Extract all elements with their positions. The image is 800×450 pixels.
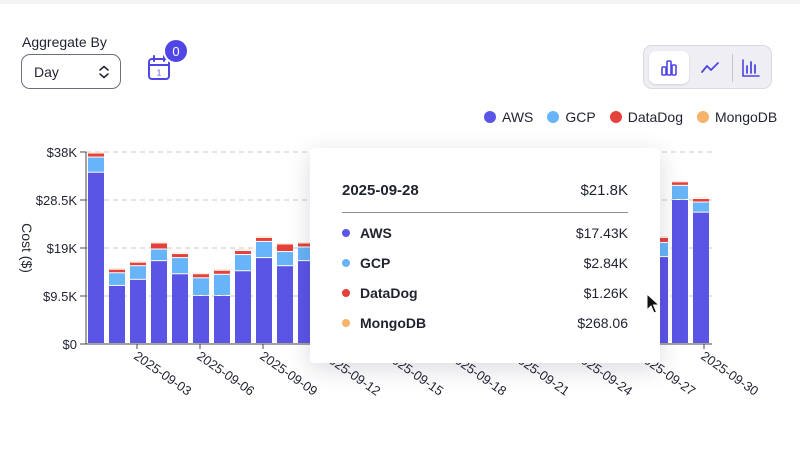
bar-segment-gcp <box>277 252 293 266</box>
bar-segment-datadog <box>672 182 688 185</box>
y-tick-label: $28.5K <box>36 193 78 208</box>
bar-segment-aws <box>277 266 293 343</box>
bar-segment-gcp <box>151 249 167 261</box>
tooltip-name-mongodb: MongoDB <box>360 315 427 331</box>
bar-segment-gcp <box>109 273 125 285</box>
tooltip-date: 2025-09-28 <box>342 182 419 199</box>
tooltip-dot-mongodb <box>342 319 350 327</box>
top-strip <box>0 0 800 4</box>
legend-item-gcp[interactable]: GCP <box>547 109 596 125</box>
y-tick-label: $0 <box>63 337 77 352</box>
line-chart-icon <box>701 61 719 73</box>
tooltip-dot-datadog <box>342 289 350 297</box>
legend-item-datadog[interactable]: DataDog <box>609 109 683 125</box>
tooltip-row-aws: AWS $17.43K <box>342 223 628 243</box>
legend-dot-aws <box>484 111 496 123</box>
y-tick-label: $9.5K <box>43 289 77 304</box>
stacked-bar-icon <box>742 58 760 77</box>
legend-item-aws[interactable]: AWS <box>484 109 533 125</box>
bar-segment-gcp <box>193 278 209 295</box>
legend-dot-mongodb <box>696 111 709 123</box>
bar-segment-aws <box>235 271 251 343</box>
bar-segment-datadog <box>693 198 709 202</box>
bar-segment-datadog <box>130 262 146 266</box>
line-chart-view-button[interactable] <box>690 51 730 84</box>
bar-segment-aws <box>672 200 688 343</box>
tooltip-total: $21.8K <box>580 182 628 199</box>
mouse-pointer-icon <box>646 293 660 314</box>
bar-segment-aws <box>109 285 125 343</box>
bar-segment-gcp <box>256 241 272 258</box>
bar-segment-datadog <box>151 243 167 249</box>
x-tick-label: 2025-09-30 <box>698 348 761 398</box>
bar-segment-datadog <box>109 269 125 273</box>
y-tick-label: $38K <box>47 145 78 160</box>
calendar-count-badge: 0 <box>163 38 189 64</box>
bar-segment-datadog <box>193 274 209 278</box>
tooltip-name-gcp: GCP <box>360 255 391 271</box>
bar-segment-aws <box>172 274 188 343</box>
chart-tooltip: 2025-09-28 $21.8K AWS $17.43K GCP $2.84K… <box>310 148 660 363</box>
bar-segment-aws <box>88 172 104 343</box>
aggregate-by-label: Aggregate By <box>22 34 107 50</box>
tooltip-divider <box>342 212 628 213</box>
bar-segment-aws <box>130 279 146 343</box>
bar-segment-datadog <box>172 254 188 258</box>
bar-segment-datadog <box>256 237 272 241</box>
tooltip-row-mongodb: MongoDB $268.06 <box>342 313 628 333</box>
tooltip-name-aws: AWS <box>360 225 392 241</box>
bar-segment-aws <box>193 296 209 343</box>
bar-segment-gcp <box>672 185 688 199</box>
svg-text:1: 1 <box>157 69 162 78</box>
bar-segment-aws <box>693 212 709 343</box>
bar-chart-icon <box>661 59 677 76</box>
x-tick-label: 2025-09-03 <box>131 348 194 398</box>
legend-label-aws: AWS <box>502 109 534 125</box>
bar-segment-aws <box>256 258 272 343</box>
chart-legend: AWS GCP DataDog MongoDB <box>484 109 777 125</box>
tooltip-value-mongodb: $268.06 <box>577 315 628 331</box>
aggregate-select-value: Day <box>34 63 59 80</box>
tooltip-dot-aws <box>342 229 350 237</box>
chevron-updown-icon <box>99 65 109 78</box>
stacked-bar-view-button[interactable] <box>733 51 769 84</box>
legend-label-mongodb: MongoDB <box>714 109 778 125</box>
legend-label-datadog: DataDog <box>627 109 683 125</box>
tooltip-name-datadog: DataDog <box>360 285 418 301</box>
bar-segment-gcp <box>235 255 251 271</box>
bar-segment-gcp <box>172 258 188 274</box>
y-tick-label: $19K <box>47 241 78 256</box>
bar-segment-gcp <box>88 157 104 172</box>
tooltip-value-aws: $17.43K <box>575 225 628 241</box>
chart-type-toggle <box>643 45 772 89</box>
toggle-divider <box>732 54 733 82</box>
tooltip-row-datadog: DataDog $1.26K <box>342 283 628 303</box>
tooltip-value-datadog: $1.26K <box>583 285 628 301</box>
bar-segment-datadog <box>277 244 293 252</box>
bar-segment-gcp <box>693 202 709 212</box>
bar-segment-datadog <box>235 251 251 255</box>
bar-segment-aws <box>214 296 230 343</box>
legend-item-mongodb[interactable]: MongoDB <box>696 109 778 125</box>
legend-label-gcp: GCP <box>565 109 596 125</box>
bar-segment-gcp <box>214 274 230 295</box>
bar-chart-view-button[interactable] <box>649 51 689 84</box>
bar-segment-datadog <box>652 237 668 242</box>
bar-segment-aws <box>151 261 167 343</box>
tooltip-value-gcp: $2.84K <box>583 255 628 271</box>
legend-dot-gcp <box>547 111 560 123</box>
bar-segment-datadog <box>214 270 230 274</box>
tooltip-dot-gcp <box>342 259 350 267</box>
tooltip-row-gcp: GCP $2.84K <box>342 253 628 273</box>
x-tick-label: 2025-09-06 <box>194 348 257 398</box>
bar-segment-datadog <box>88 153 104 157</box>
aggregate-select[interactable]: Day <box>21 54 121 89</box>
legend-dot-datadog <box>609 111 622 123</box>
bar-segment-datadog <box>298 243 314 247</box>
bar-segment-gcp <box>130 266 146 279</box>
